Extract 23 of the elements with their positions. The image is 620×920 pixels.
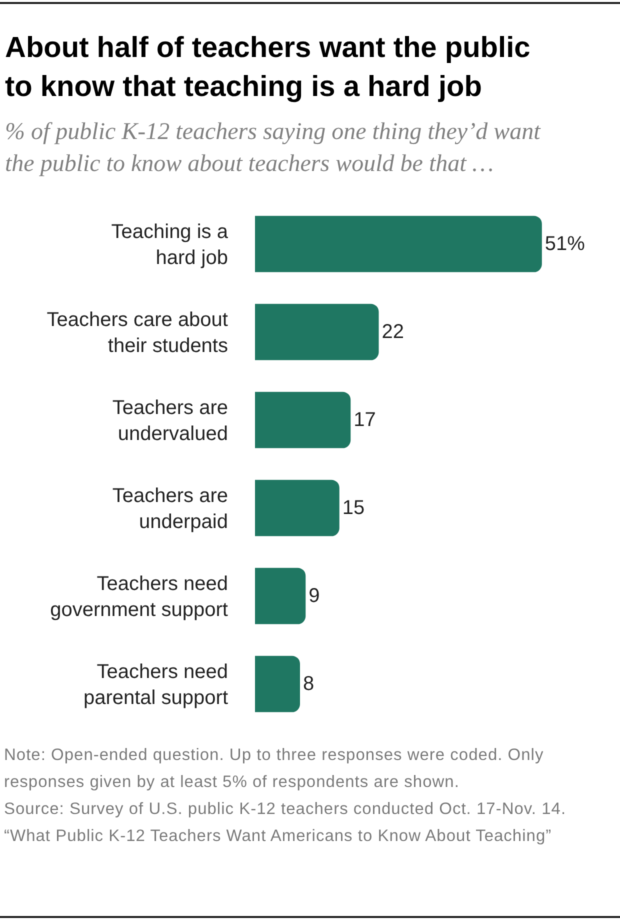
y-tick-label: Teachers need parental support: [83, 661, 228, 709]
source-note: Source: Survey of U.S. public K-12 teachers conducted Oct. 17-Nov. 14.: [4, 799, 568, 820]
data-label: 17: [354, 409, 376, 431]
y-tick-label: Teachers care about their students: [46, 309, 228, 357]
chart-title: About half of teachers want the public to know that teaching is a hard job: [5, 31, 532, 105]
data-label: 8: [303, 673, 314, 695]
y-tick-label: Teachers are underpaid: [112, 485, 228, 533]
text: Note: Open-ended question. Up to three responses were coded. Only responses given by at least 5% of respondents are shown.: [4, 745, 545, 793]
text: “What Public K-12 Teachers Want Americans to Know About Teaching”: [4, 826, 553, 847]
data-label: 15: [342, 497, 365, 519]
data-label: 22: [382, 321, 404, 343]
bar: [255, 392, 351, 448]
data-label: 51%: [544, 233, 586, 255]
y-tick-label: Teachers need government support: [50, 573, 228, 621]
bar: [255, 568, 306, 624]
y-tick-label: Teaching is a hard job: [111, 221, 229, 269]
bar: [255, 304, 379, 360]
bar: [255, 656, 300, 712]
bar: [255, 480, 340, 536]
chart-subtitle: % of public K-12 teachers saying one thing they’d want the public to know about teachers would be that …: [5, 118, 542, 179]
y-tick-label: Teachers are undervalued: [112, 397, 228, 445]
data-label: 9: [308, 585, 320, 607]
bar: [255, 216, 542, 272]
